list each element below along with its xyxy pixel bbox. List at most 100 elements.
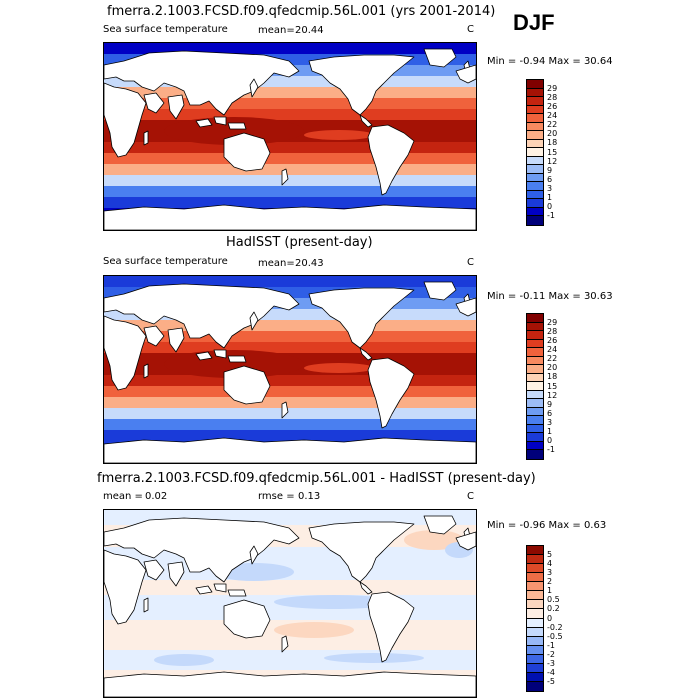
sst-band-45: [104, 76, 476, 88]
colorbar-tick-label: -1: [547, 444, 555, 454]
colorbar-tick-label: 6: [547, 408, 553, 418]
colorbar-swatch: [527, 182, 543, 191]
colorbar-swatch: [527, 591, 543, 601]
sst-band-65: [104, 287, 476, 299]
colorbar-swatch: [527, 399, 543, 408]
colorbar-tick-label: 24: [547, 111, 558, 121]
colorbar-swatch: [527, 433, 543, 442]
sst-band-85: [104, 43, 476, 55]
colorbar-swatch: [527, 441, 543, 451]
colorbar-swatch: [527, 573, 543, 583]
colorbar-tick-label: 15: [547, 381, 558, 391]
sst-band-15: [104, 342, 476, 354]
sst-band-85: [104, 276, 476, 288]
panel-1-variable-label: Sea surface temperature: [103, 24, 228, 35]
colorbar-tick-label: 4: [547, 559, 553, 569]
colorbar-swatch: [527, 199, 543, 208]
colorbar-tick-label: 26: [547, 336, 558, 346]
colorbar-tick-label: 9: [547, 399, 553, 409]
colorbar-tick-label: -5: [547, 676, 555, 686]
colorbar-tick-label: 6: [547, 174, 553, 184]
colorbar-tick-label: 20: [547, 363, 558, 373]
panel-1-minmax: Min = -0.94 Max = 30.64: [487, 56, 613, 67]
colorbar-tick-label: 12: [547, 390, 558, 400]
colorbar-swatch: [527, 216, 543, 225]
colorbar-swatch: [527, 97, 543, 106]
colorbar-tick-label: -0.5: [547, 631, 563, 641]
colorbar-swatch: [527, 424, 543, 434]
sst-band--45: [104, 175, 476, 187]
sst-band--35: [104, 164, 476, 176]
colorbar-swatch: [527, 314, 543, 323]
colorbar-tick-label: -1: [547, 640, 555, 650]
colorbar-tick-label: 29: [547, 318, 558, 328]
panel-1-title: fmerra.2.1003.FCSD.f09.qfedcmip.56L.001 …: [107, 4, 496, 19]
sst-band--25: [104, 386, 476, 398]
sst-band-35: [104, 320, 476, 332]
sst-band--65: [104, 197, 476, 209]
colorbar-swatch: [527, 654, 543, 664]
panel-3-units: C: [467, 491, 474, 502]
panel-2-variable-label: Sea surface temperature: [103, 256, 228, 267]
sst-band--35: [104, 397, 476, 409]
panel-2-map-svg: [104, 276, 476, 463]
colorbar-swatch: [527, 546, 543, 556]
panel-1-units: C: [467, 24, 474, 35]
colorbar-swatch: [527, 190, 543, 200]
colorbar-swatch: [527, 373, 543, 383]
colorbar-tick-label: 18: [547, 138, 558, 148]
colorbar-swatch: [527, 627, 543, 637]
panel-1-mean-label: mean=: [258, 25, 295, 36]
colorbar-tick-label: 2: [547, 577, 553, 587]
panel-2-title: HadISST (present-day): [226, 235, 373, 250]
panel-3-minmax: Min = -0.96 Max = 0.63: [487, 520, 607, 531]
colorbar-swatch: [527, 450, 543, 459]
panel-3-mean-label: mean =: [103, 491, 143, 502]
colorbar-swatch: [527, 636, 543, 646]
cold-tongue: [304, 363, 374, 373]
colorbar-tick-label: -3: [547, 658, 555, 668]
sst-band--65: [104, 430, 476, 442]
colorbar-swatch: [527, 645, 543, 655]
panel-3-colorbar: [526, 545, 544, 692]
colorbar-tick-label: -1: [547, 210, 555, 220]
colorbar-swatch: [527, 600, 543, 610]
panel-2-units: C: [467, 257, 474, 268]
colorbar-swatch: [527, 564, 543, 574]
colorbar-tick-label: 3: [547, 183, 553, 193]
colorbar-tick-label: 12: [547, 156, 558, 166]
colorbar-swatch: [527, 681, 543, 691]
colorbar-swatch: [527, 339, 543, 349]
colorbar-tick-label: 28: [547, 93, 558, 103]
colorbar-swatch: [527, 88, 543, 98]
colorbar-tick-label: 0.2: [547, 604, 560, 614]
colorbar-tick-label: 9: [547, 165, 553, 175]
colorbar-swatch: [527, 122, 543, 132]
sst-band-65: [104, 54, 476, 66]
colorbar-tick-label: -2: [547, 649, 555, 659]
colorbar-swatch: [527, 618, 543, 628]
panel-2-minmax: Min = -0.11 Max = 30.63: [487, 291, 613, 302]
colorbar-tick-label: 3: [547, 568, 553, 578]
sst-band--45: [104, 408, 476, 420]
panel-3-title: fmerra.2.1003.FCSD.f09.qfedcmip.56L.001 …: [97, 471, 536, 486]
colorbar-tick-label: 0: [547, 435, 553, 445]
sst-band--55: [104, 186, 476, 198]
colorbar-tick-label: 5: [547, 550, 553, 560]
panel-1-colorbar: [526, 79, 544, 226]
sst-band--15: [104, 142, 476, 154]
colorbar-swatch: [527, 348, 543, 357]
colorbar-tick-label: 26: [547, 102, 558, 112]
sst-band--55: [104, 419, 476, 431]
colorbar-swatch: [527, 173, 543, 183]
colorbar-swatch: [527, 382, 543, 391]
colorbar-swatch: [527, 416, 543, 425]
colorbar-swatch: [527, 322, 543, 332]
colorbar-tick-label: 22: [547, 120, 558, 130]
panel-2-mean-label: mean=: [258, 258, 295, 269]
colorbar-tick-label: 20: [547, 129, 558, 139]
colorbar-swatch: [527, 207, 543, 217]
colorbar-tick-label: 1: [547, 426, 553, 436]
colorbar-tick-label: -4: [547, 667, 555, 677]
sst-band-35: [104, 87, 476, 99]
